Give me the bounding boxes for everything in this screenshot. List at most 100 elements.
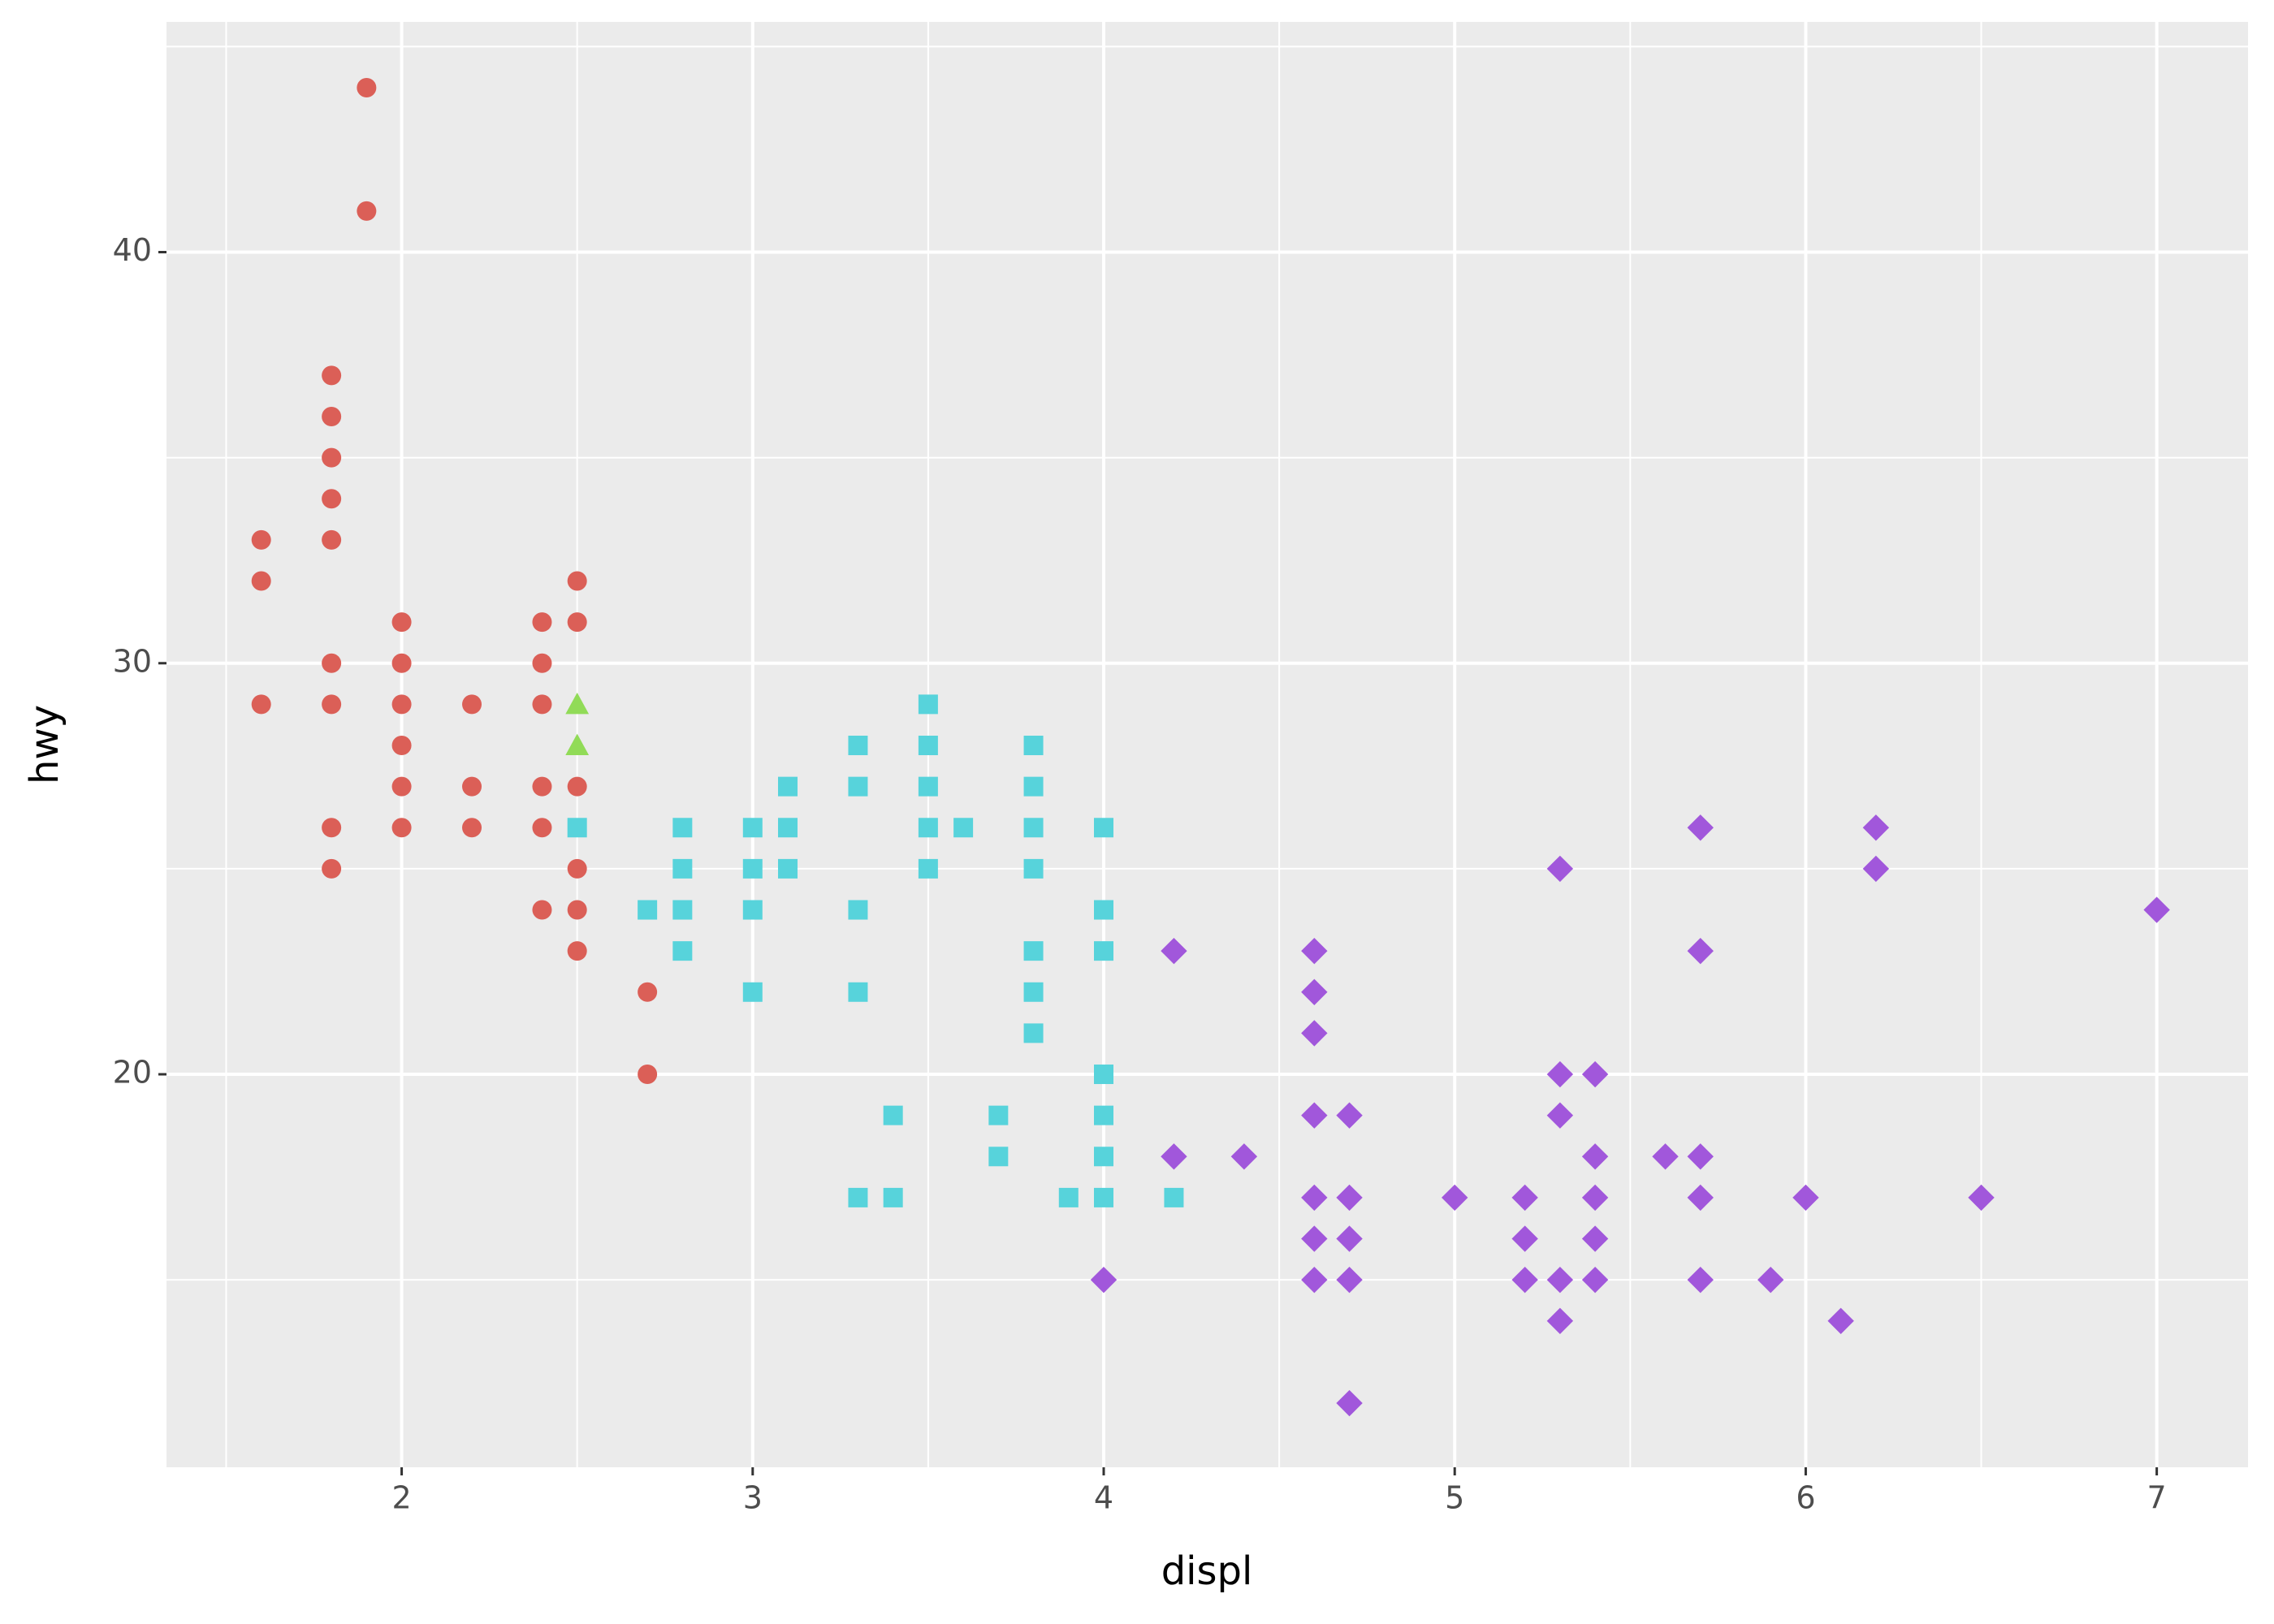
point (1093, 900, 1113, 920)
point (1546, 1102, 1574, 1129)
point (532, 776, 552, 797)
point (778, 858, 798, 879)
point (1687, 1266, 1714, 1294)
point (532, 612, 552, 633)
point (1511, 1266, 1538, 1294)
point (672, 858, 693, 879)
point (1164, 1187, 1184, 1207)
point (918, 818, 938, 838)
point (1023, 982, 1044, 1002)
point (1968, 1184, 1995, 1212)
point (1093, 941, 1113, 961)
point (1687, 1143, 1714, 1170)
point (1546, 855, 1574, 883)
point (672, 900, 693, 920)
point (778, 818, 798, 838)
panel (166, 22, 2248, 1467)
y-tick-label: 20 (113, 1055, 152, 1091)
point (1652, 1143, 1679, 1170)
point (567, 941, 587, 961)
point (1581, 1266, 1609, 1294)
point (462, 694, 482, 715)
point (1442, 1184, 1468, 1212)
point (567, 776, 587, 797)
point (322, 407, 342, 427)
point (322, 653, 342, 673)
point (251, 694, 271, 715)
point (391, 776, 412, 797)
point (532, 653, 552, 673)
point (953, 818, 974, 838)
point (1687, 1184, 1714, 1212)
point (1827, 1307, 1854, 1334)
point (1792, 1184, 1819, 1212)
point (1336, 1102, 1363, 1129)
x-tick-label: 3 (743, 1480, 763, 1516)
point (1687, 937, 1714, 965)
point (988, 1147, 1009, 1167)
point (742, 900, 763, 920)
point (742, 858, 763, 879)
point (778, 776, 798, 797)
point (742, 818, 763, 838)
x-tick-label: 2 (391, 1480, 411, 1516)
point (1161, 937, 1187, 965)
point (1546, 1307, 1574, 1334)
point (391, 736, 412, 756)
point (883, 1187, 903, 1207)
point (1230, 1143, 1258, 1170)
point (2143, 896, 2170, 923)
point (1581, 1225, 1609, 1252)
point (1058, 1187, 1079, 1207)
point (1687, 814, 1714, 841)
point (848, 982, 868, 1002)
point (322, 529, 342, 550)
point (391, 694, 412, 715)
point (1301, 1225, 1328, 1252)
point (532, 900, 552, 920)
point (848, 736, 868, 756)
point (1546, 1060, 1574, 1088)
point (848, 900, 868, 920)
point (1301, 937, 1328, 965)
point (567, 900, 587, 920)
x-tick-label: 6 (1796, 1480, 1815, 1516)
point (1511, 1184, 1538, 1212)
point (1581, 1060, 1609, 1088)
point (1023, 818, 1044, 838)
point (1336, 1184, 1363, 1212)
point (565, 733, 590, 756)
point (357, 201, 377, 221)
point (1511, 1225, 1538, 1252)
point (638, 900, 658, 920)
point (1093, 818, 1113, 838)
point (1301, 1102, 1328, 1129)
point (1862, 855, 1890, 883)
point (1301, 1020, 1328, 1047)
point (848, 1187, 868, 1207)
point (391, 818, 412, 838)
point (918, 694, 938, 715)
point (988, 1105, 1009, 1125)
point (1023, 776, 1044, 797)
point (918, 858, 938, 879)
point (742, 982, 763, 1002)
point (1581, 1143, 1609, 1170)
point (1093, 1065, 1113, 1085)
point (1161, 1143, 1187, 1170)
point (391, 653, 412, 673)
point (462, 818, 482, 838)
point (638, 1065, 658, 1085)
point (883, 1105, 903, 1125)
point (1301, 1184, 1328, 1212)
y-tick-label: 40 (113, 232, 152, 268)
point (672, 941, 693, 961)
point (322, 365, 342, 386)
point (1757, 1266, 1784, 1294)
point (322, 818, 342, 838)
point (391, 612, 412, 633)
point (322, 858, 342, 879)
point (1336, 1389, 1363, 1417)
point (357, 78, 377, 98)
